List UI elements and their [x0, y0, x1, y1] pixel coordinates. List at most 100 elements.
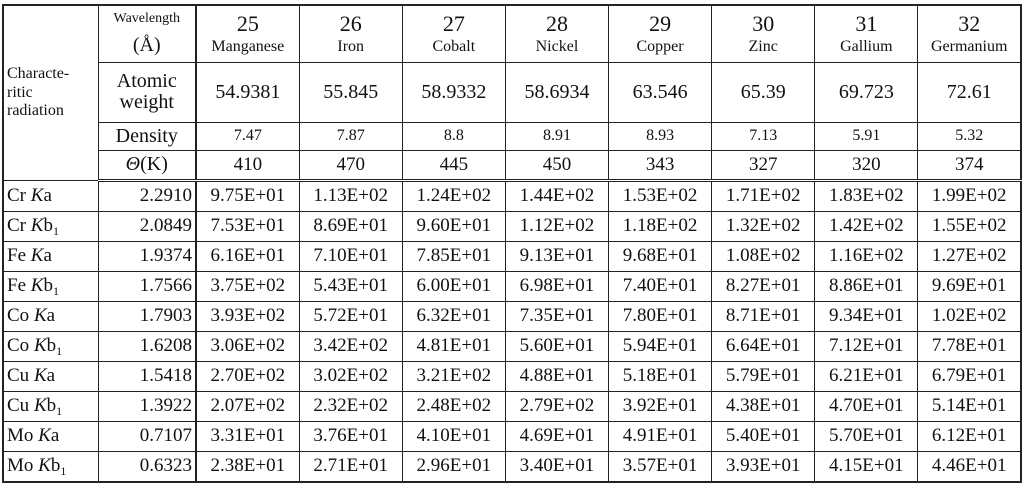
attenuation-value: 4.15E+01: [829, 455, 904, 477]
wavelength-value: 1.5418: [139, 365, 192, 387]
value-cell: 5.60E+01: [504, 330, 610, 362]
radiation-shell: K: [30, 275, 44, 297]
theta-cell: 470: [298, 149, 403, 182]
density-cell: 5.32: [917, 121, 1022, 151]
value-cell: 2.70E+02: [195, 360, 300, 392]
atomic-number: 26: [339, 10, 362, 36]
element-name: Iron: [337, 37, 365, 55]
table-row: Characte-ritic radiation Wavelength (Å) 25 Ma…: [2, 4, 1022, 181]
attenuation-value: 7.35E+01: [519, 305, 595, 327]
attenuation-value: 7.80E+01: [622, 305, 698, 327]
attenuation-value: 1.08E+02: [725, 245, 801, 267]
attenuation-value: 7.78E+01: [931, 335, 1007, 357]
attenuation-value: 3.31E+01: [210, 425, 286, 447]
attenuation-value: 8.86E+01: [829, 275, 904, 297]
element-header: 25 Manganese: [195, 4, 300, 63]
value-cell: 5.18E+01: [607, 360, 713, 392]
value-cell: 7.85E+01: [401, 240, 506, 272]
attenuation-value: 8.27E+01: [725, 275, 801, 297]
attenuation-value: 1.32E+02: [725, 215, 801, 237]
attenuation-value: 4.70E+01: [829, 395, 904, 417]
radiation-element: Fe: [7, 245, 26, 267]
attenuation-value: 9.13E+01: [519, 245, 595, 267]
attenuation-value: 9.75E+01: [210, 185, 286, 207]
value-cell: 3.57E+01: [607, 450, 713, 482]
value-cell: 2.07E+02: [195, 390, 300, 422]
value-cell: 6.16E+01: [195, 240, 300, 272]
element-name: Copper: [636, 37, 684, 55]
value-cell: 3.02E+02: [298, 360, 403, 392]
element-name: Cobalt: [432, 37, 476, 55]
theta-label-cell: Θ(K): [97, 149, 197, 182]
attenuation-value: 1.18E+02: [622, 215, 698, 237]
atomic-weight: 55.845: [323, 80, 379, 103]
radiation-cell: Cu Kb1: [2, 390, 99, 422]
atomic-weight-cell: 63.546: [607, 61, 713, 123]
value-cell: 9.69E+01: [917, 270, 1022, 302]
radiation-cell: Mo Ka: [2, 420, 99, 452]
attenuation-value: 6.16E+01: [210, 245, 286, 267]
attenuation-value: 1.24E+02: [416, 185, 492, 207]
value-cell: 9.34E+01: [814, 300, 919, 332]
value-cell: 5.72E+01: [298, 300, 403, 332]
value-cell: 1.12E+02: [504, 210, 610, 242]
theta: 374: [954, 153, 984, 175]
attenuation-value: 5.40E+01: [725, 425, 801, 447]
value-cell: 3.76E+01: [298, 420, 403, 452]
radiation-line: a: [46, 365, 56, 387]
theta: 343: [645, 153, 675, 175]
atomic-number: 28: [545, 10, 568, 36]
radiation-element: Cu: [7, 395, 30, 417]
atomic-weight-cell: 54.9381: [195, 61, 300, 123]
radiation-element: Fe: [7, 275, 26, 297]
attenuation-value: 2.79E+02: [519, 395, 595, 417]
attenuation-value: 4.10E+01: [416, 425, 492, 447]
attenuation-value: 1.53E+02: [622, 185, 698, 207]
value-cell: 9.68E+01: [607, 240, 713, 272]
element-header: 32 Germanium: [917, 4, 1022, 63]
attenuation-value: 8.69E+01: [313, 215, 388, 237]
attenuation-value: 5.43E+01: [313, 275, 388, 297]
theta: 320: [852, 153, 881, 175]
value-cell: 4.88E+01: [504, 360, 610, 392]
radiation-cell: Fe Kb1: [2, 270, 99, 302]
atomic-number: 32: [958, 10, 981, 36]
value-cell: 3.42E+02: [298, 330, 403, 362]
attenuation-value: 3.57E+01: [622, 455, 698, 477]
radiation-subscript: 1: [56, 404, 63, 419]
radiation-cell: Co Ka: [2, 300, 99, 332]
attenuation-value: 1.99E+02: [931, 185, 1007, 207]
table-row: Co Ka 1.7903 3.93E+02 5.72E+01 6.32E+01 7.35E…: [2, 300, 1022, 332]
density: 7.13: [749, 126, 778, 144]
attenuation-value: 8.71E+01: [725, 305, 801, 327]
radiation-line: b: [43, 215, 53, 237]
element-header: 27 Cobalt: [401, 4, 506, 63]
attenuation-value: 6.21E+01: [829, 365, 904, 387]
value-cell: 7.35E+01: [504, 300, 610, 332]
radiation-line: b: [46, 395, 57, 417]
attenuation-value: 5.79E+01: [725, 365, 801, 387]
value-cell: 6.64E+01: [711, 330, 816, 362]
value-cell: 6.12E+01: [917, 420, 1022, 452]
attenuation-value: 3.75E+02: [210, 275, 286, 297]
density: 8.8: [443, 126, 464, 144]
radiation-element: Cr: [7, 215, 26, 237]
theta-cell: 320: [814, 149, 919, 182]
atomic-number: 25: [236, 10, 259, 36]
table-row: Co Kb1 1.6208 3.06E+02 3.42E+02 4.81E+01 5.60…: [2, 330, 1022, 362]
value-cell: 8.86E+01: [814, 270, 919, 302]
element-header: 26 Iron: [298, 4, 403, 63]
value-cell: 6.00E+01: [401, 270, 506, 302]
value-cell: 6.21E+01: [814, 360, 919, 392]
value-cell: 2.38E+01: [195, 450, 300, 482]
value-cell: 3.40E+01: [504, 450, 610, 482]
radiation-cell: Mo Kb1: [2, 450, 99, 482]
atomic-weight: 58.6934: [524, 80, 590, 103]
wavelength-cell: 1.7903: [97, 300, 197, 332]
attenuation-value: 6.64E+01: [725, 335, 801, 357]
atomic-weight: 65.39: [740, 80, 786, 103]
wavelength-cell: 1.9374: [97, 240, 197, 272]
attenuation-value: 3.76E+01: [313, 425, 388, 447]
radiation-shell: K: [38, 425, 51, 447]
radiation-element: Mo: [7, 455, 34, 477]
